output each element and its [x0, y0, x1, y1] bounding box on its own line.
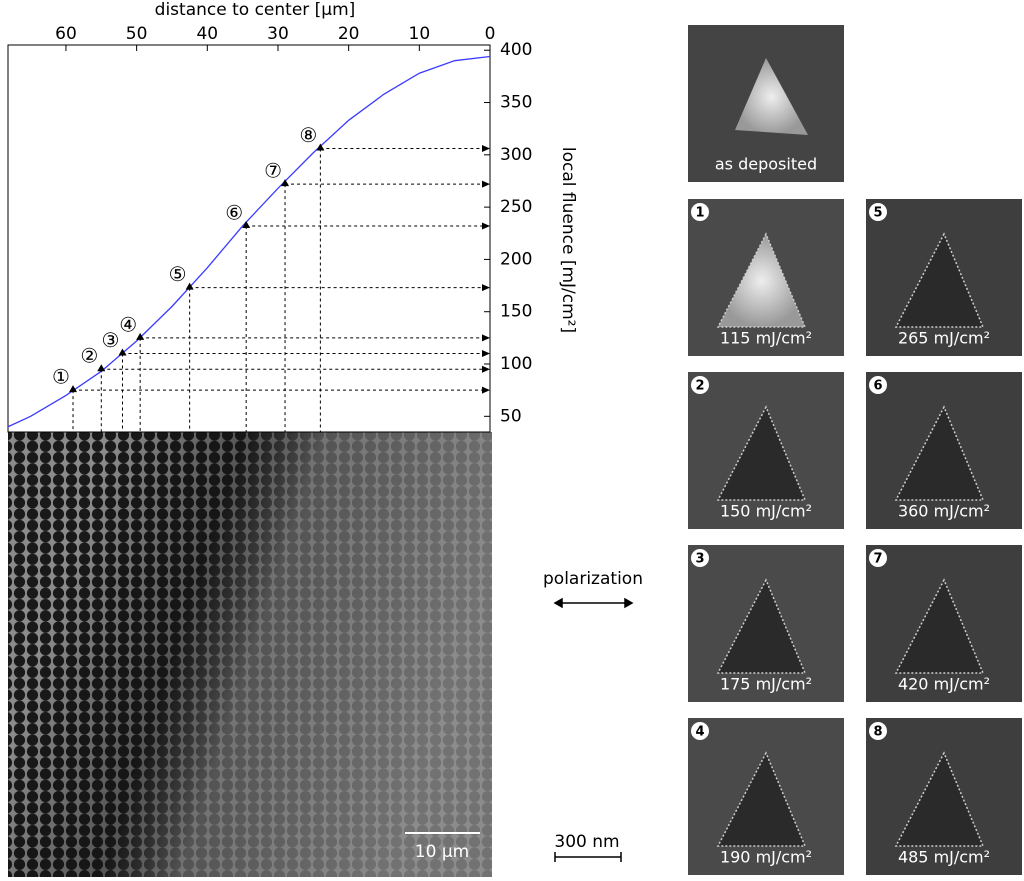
level-arrow [482, 386, 490, 394]
polarization-label: polarization [543, 569, 643, 589]
marker [136, 332, 145, 340]
panel-label: 190 mJ/cm² [720, 848, 812, 867]
panel-particle [735, 58, 808, 135]
marker [69, 385, 78, 393]
marker [185, 282, 194, 290]
panel-number: 6 [873, 379, 882, 394]
marker-label: ② [80, 344, 98, 368]
panel-number: 7 [873, 552, 882, 567]
plot-frame [7, 44, 491, 433]
x-tick-label: 50 [126, 24, 148, 44]
x-tick-label: 30 [267, 24, 289, 44]
panel-label: as deposited [715, 155, 817, 174]
y-tick-label: 250 [500, 197, 532, 217]
marker [97, 364, 106, 372]
panel-number: 8 [873, 725, 882, 740]
panel-badge [869, 549, 887, 567]
x-tick-label: 10 [409, 24, 431, 44]
panel-badge [869, 722, 887, 740]
panel-number: 4 [695, 725, 704, 740]
level-arrow [482, 145, 490, 153]
marker-label: ④ [119, 312, 137, 336]
level-arrow [482, 350, 490, 358]
panel-particle [716, 751, 807, 847]
marker-label: ⑥ [225, 200, 243, 224]
level-arrow [482, 180, 490, 188]
panel-badge [869, 203, 887, 221]
panel-label: 420 mJ/cm² [898, 675, 990, 694]
x-tick-label: 0 [485, 24, 496, 44]
panel-badge [691, 549, 709, 567]
y-tick-label: 50 [500, 406, 522, 426]
panel-number: 1 [695, 206, 704, 221]
x-tick-label: 20 [338, 24, 360, 44]
y-tick-label: 150 [500, 302, 532, 322]
y-tick-label: 300 [500, 145, 532, 165]
level-arrow [482, 284, 490, 292]
panel-badge [691, 203, 709, 221]
marker-label: ③ [102, 328, 120, 352]
level-arrow [482, 334, 490, 342]
panel-number: 2 [695, 379, 704, 394]
y-tick-label: 400 [500, 40, 532, 60]
marker-label: ① [52, 365, 70, 389]
marker [281, 179, 290, 187]
panel-particle [894, 578, 985, 674]
panel-number: 5 [873, 206, 882, 221]
scale-label: 300 nm [554, 832, 619, 852]
marker [242, 220, 251, 228]
marker [316, 143, 325, 151]
panel-particle [894, 405, 985, 501]
marker-label: ⑧ [299, 123, 317, 147]
panel-label: 265 mJ/cm² [898, 329, 990, 348]
panel-particle [894, 751, 985, 847]
y-tick-label: 200 [500, 249, 532, 269]
panel-number: 3 [695, 552, 704, 567]
panel-badge [869, 376, 887, 394]
level-arrow [482, 365, 490, 373]
marker-label: ⑤ [169, 262, 187, 286]
panel-label: 360 mJ/cm² [898, 502, 990, 521]
level-arrow [482, 222, 490, 230]
panel-label: 150 mJ/cm² [720, 502, 812, 521]
fluence-curve [7, 55, 491, 428]
panel-particle [716, 405, 807, 501]
panel-particle [716, 232, 807, 328]
x-tick-label: 60 [55, 24, 77, 44]
panel-badge [691, 376, 709, 394]
x-axis-title: distance to center [µm] [155, 0, 356, 20]
panel-particle [894, 232, 985, 328]
sem-shading [8, 432, 492, 877]
polarization-arrow [553, 597, 634, 609]
marker [118, 348, 127, 356]
scale-bar [554, 852, 622, 862]
panel-particle [716, 578, 807, 674]
panel-label: 485 mJ/cm² [898, 848, 990, 867]
y-tick-label: 100 [500, 354, 532, 374]
y-axis-title: local fluence [mJ/cm²] [558, 147, 578, 333]
panel-label: 115 mJ/cm² [720, 329, 812, 348]
x-tick-label: 40 [196, 24, 218, 44]
panel-badge [691, 722, 709, 740]
sem-scale-label: 10 µm [415, 842, 469, 862]
marker-label: ⑦ [264, 159, 282, 183]
y-tick-label: 350 [500, 93, 532, 113]
panel-label: 175 mJ/cm² [720, 675, 812, 694]
